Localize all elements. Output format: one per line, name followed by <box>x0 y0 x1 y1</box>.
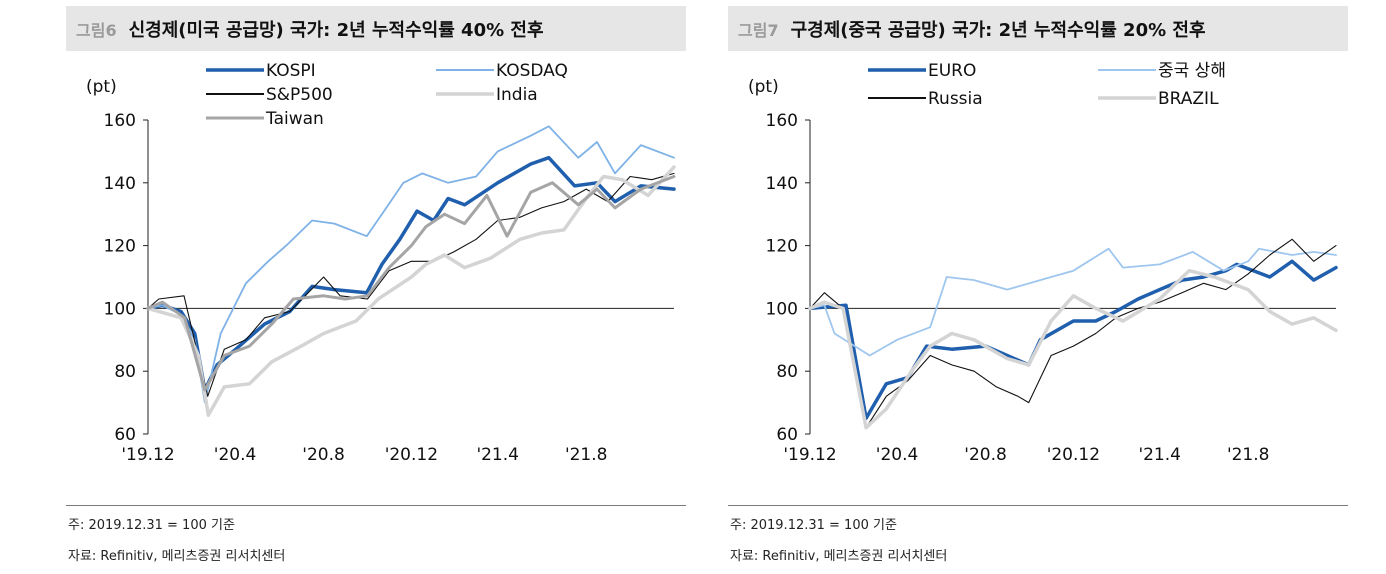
y-tick-label: 140 <box>766 174 798 194</box>
legend-label: Russia <box>928 89 983 109</box>
y-tick-label: 120 <box>104 237 136 257</box>
y-tick-label: 100 <box>766 299 798 319</box>
x-tick-label: '20.4 <box>876 445 919 465</box>
series-line-kosdaq <box>147 125 675 404</box>
legend-label: India <box>496 85 538 105</box>
series-line-euro <box>808 259 1338 421</box>
legend-label: 중국 상해 <box>1158 61 1226 81</box>
y-tick-label: 80 <box>776 362 798 382</box>
legend-label: KOSPI <box>266 61 316 81</box>
y-tick-label: 80 <box>114 362 136 382</box>
y-axis-label: (pt) <box>86 77 117 97</box>
x-tick-label: '19.12 <box>783 445 836 465</box>
line-chart: (pt) 60 80 100 120 140 160 '19.12 '20.4 '20.8 '20.… <box>86 61 676 465</box>
figure-number: 그림6 <box>76 20 117 40</box>
footer-divider <box>66 505 686 506</box>
footer-divider <box>728 505 1348 506</box>
series-line-중국-상해 <box>809 247 1337 357</box>
chart-source: 자료: Refinitiv, 메리츠증권 리서치센터 <box>730 549 948 564</box>
figure-title: 신경제(미국 공급망) 국가: 2년 누적수익률 40% 전후 <box>128 19 544 41</box>
x-tick-label: '21.8 <box>1227 445 1270 465</box>
x-tick-label: '21.8 <box>565 445 608 465</box>
x-tick-label: '21.4 <box>476 445 519 465</box>
x-tick-label: '20.8 <box>964 445 1007 465</box>
legend-label: BRAZIL <box>1158 89 1219 109</box>
x-tick-label: '20.12 <box>385 445 438 465</box>
legend-label: KOSDAQ <box>496 61 568 81</box>
figure-number: 그림7 <box>738 20 779 40</box>
series-line-india <box>146 165 676 417</box>
figure-header: 그림6 신경제(미국 공급망) 국가: 2년 누적수익률 40% 전후 <box>66 6 686 51</box>
legend-label: EURO <box>928 61 976 81</box>
figure-header: 그림7 구경제(중국 공급망) 국가: 2년 누적수익률 20% 전후 <box>728 6 1348 51</box>
x-tick-label: '20.12 <box>1047 445 1100 465</box>
y-axis-label: (pt) <box>748 77 779 97</box>
figure-panel-6: 그림6 신경제(미국 공급망) 국가: 2년 누적수익률 40% 전후 (pt)… <box>66 0 686 574</box>
y-tick-label: 100 <box>104 299 136 319</box>
y-tick-label: 60 <box>114 425 136 445</box>
x-tick-label: '19.12 <box>121 445 174 465</box>
series-line-russia <box>809 238 1337 429</box>
figure-title: 구경제(중국 공급망) 국가: 2년 누적수익률 20% 전후 <box>790 19 1206 41</box>
y-tick-label: 120 <box>766 237 798 257</box>
series-line-s-p500 <box>147 172 675 397</box>
x-tick-label: '21.4 <box>1138 445 1181 465</box>
x-tick-label: '20.4 <box>214 445 257 465</box>
figure-panel-7: 그림7 구경제(중국 공급망) 국가: 2년 누적수익률 20% 전후 (pt)… <box>728 0 1348 574</box>
chart-note: 주: 2019.12.31 = 100 기준 <box>68 518 235 533</box>
x-tick-label: '20.8 <box>302 445 345 465</box>
line-chart: (pt) 60 80 100 120 140 160 '19.12 '20.4 '20.8 '20.… <box>748 61 1338 465</box>
series-line-brazil <box>808 268 1338 430</box>
y-tick-label: 160 <box>104 111 136 131</box>
legend-label: Taiwan <box>265 109 324 129</box>
chart-note: 주: 2019.12.31 = 100 기준 <box>730 518 897 533</box>
y-tick-label: 60 <box>776 425 798 445</box>
chart-source: 자료: Refinitiv, 메리츠증권 리서치센터 <box>68 549 286 564</box>
legend-label: S&P500 <box>266 85 333 105</box>
y-tick-label: 140 <box>104 174 136 194</box>
y-tick-label: 160 <box>766 111 798 131</box>
series-line-taiwan <box>146 175 676 392</box>
